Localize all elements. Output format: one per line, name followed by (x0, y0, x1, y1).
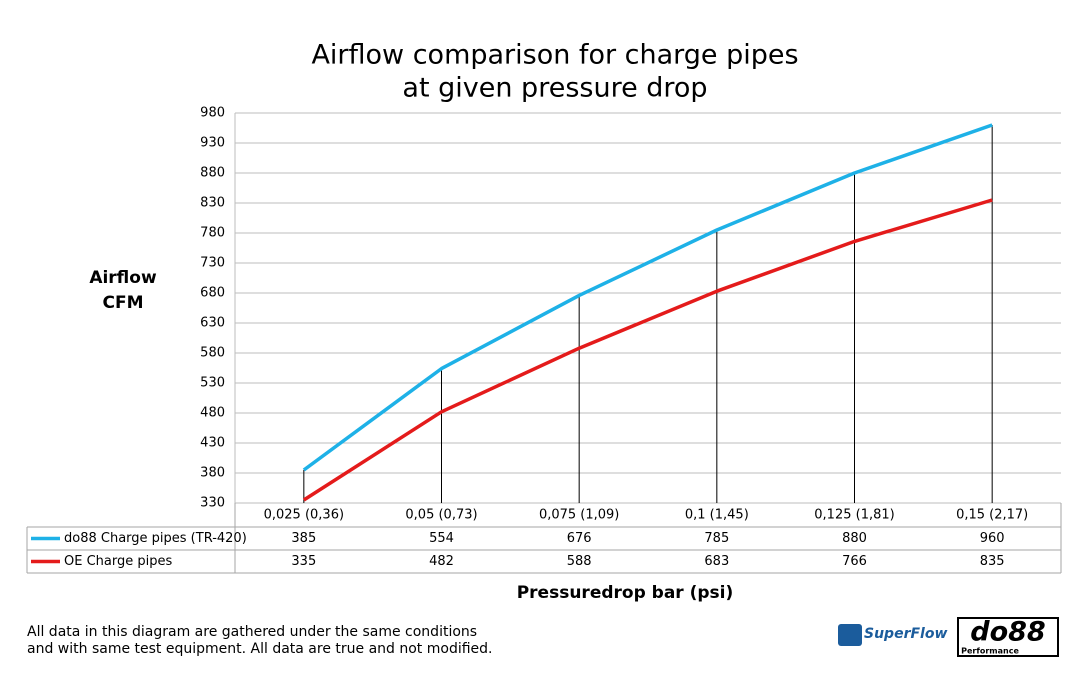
data-label: 554 (429, 531, 454, 546)
y-tick-label: 880 (200, 166, 225, 181)
superflow-logo: SuperFlow (838, 624, 947, 646)
x-axis-title: Pressuredrop bar (psi) (517, 583, 734, 603)
y-tick-label: 980 (200, 106, 225, 121)
chart-title: at given pressure drop (402, 73, 707, 104)
footnote: and with same test equipment. All data a… (27, 641, 493, 657)
x-tick-label: 0,025 (0,36) (264, 508, 344, 523)
footnote: All data in this diagram are gathered un… (27, 624, 477, 640)
logo-icon (838, 624, 862, 646)
data-label: 335 (291, 554, 316, 569)
x-tick-label: 0,125 (1,81) (814, 508, 894, 523)
data-label: 588 (567, 554, 592, 569)
data-label: 960 (980, 531, 1005, 546)
data-label: 482 (429, 554, 454, 569)
x-tick-label: 0,1 (1,45) (685, 508, 749, 523)
y-tick-label: 330 (200, 496, 225, 511)
y-tick-label: 530 (200, 376, 225, 391)
chart-title: Airflow comparison for charge pipes (311, 40, 798, 71)
logo-text: do88 (970, 617, 1045, 648)
logo-subtext: Performance (961, 647, 1019, 656)
y-tick-label: 430 (200, 436, 225, 451)
y-tick-label: 580 (200, 346, 225, 361)
x-tick-label: 0,05 (0,73) (405, 508, 477, 523)
data-label: 385 (291, 531, 316, 546)
y-tick-label: 830 (200, 196, 225, 211)
y-tick-label: 630 (200, 316, 225, 331)
y-tick-label: 930 (200, 136, 225, 151)
x-tick-label: 0,075 (1,09) (539, 508, 619, 523)
x-tick-label: 0,15 (2,17) (956, 508, 1028, 523)
y-tick-label: 780 (200, 226, 225, 241)
logo-text: SuperFlow (864, 626, 947, 642)
logo-frame (957, 617, 1059, 657)
y-axis-title: CFM (102, 293, 143, 313)
legend-label: do88 Charge pipes (TR-420) (64, 531, 247, 546)
y-tick-label: 480 (200, 406, 225, 421)
data-label: 880 (842, 531, 867, 546)
series-line (302, 198, 993, 502)
data-label: 785 (704, 531, 729, 546)
data-label: 676 (567, 531, 592, 546)
y-tick-label: 380 (200, 466, 225, 481)
y-tick-label: 730 (200, 256, 225, 271)
y-tick-label: 680 (200, 286, 225, 301)
do88-logo: do88 Performance (957, 617, 1059, 657)
data-label: 766 (842, 554, 867, 569)
series-line (302, 123, 993, 472)
data-label: 835 (980, 554, 1005, 569)
data-label: 683 (704, 554, 729, 569)
y-axis-title: Airflow (89, 268, 157, 288)
legend-label: OE Charge pipes (64, 554, 172, 569)
